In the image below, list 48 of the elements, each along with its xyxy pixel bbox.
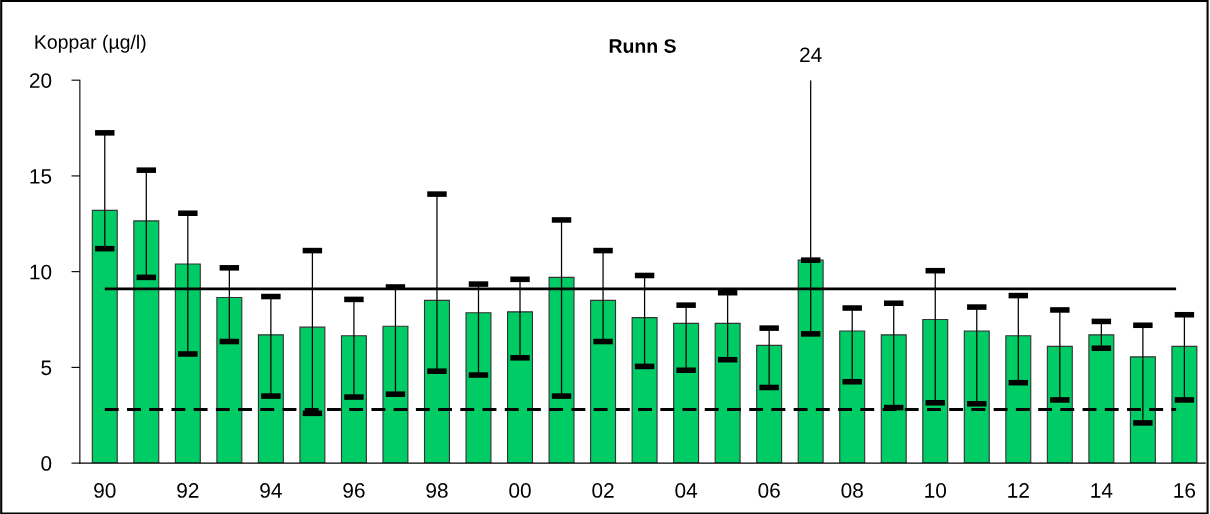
x-tick-label: 02 — [592, 483, 614, 498]
x-tick-label: 10 — [925, 483, 947, 498]
x-tick-label: 92 — [177, 483, 199, 498]
bar — [839, 330, 866, 464]
bar — [133, 220, 160, 464]
bar — [216, 296, 243, 464]
x-tick-label: 06 — [758, 483, 780, 498]
x-tick-label: 00 — [509, 483, 531, 498]
bar — [880, 334, 907, 464]
text: 24 — [800, 47, 822, 62]
x-tick-label: 16 — [1174, 483, 1196, 498]
x-tick-label: 96 — [343, 483, 365, 498]
bar — [631, 317, 658, 464]
bar — [756, 344, 783, 464]
bar — [382, 325, 409, 464]
x-tick-label: 94 — [260, 483, 282, 498]
bar — [797, 259, 824, 464]
bar — [590, 299, 617, 464]
x-tick-label: 12 — [1008, 483, 1029, 498]
y-tick-label: 20 — [29, 73, 52, 88]
bar — [507, 311, 534, 464]
bar — [91, 209, 118, 464]
bar — [1046, 345, 1073, 464]
x-tick-label: 90 — [94, 483, 116, 498]
bar — [340, 335, 367, 464]
bar — [963, 330, 990, 464]
bar — [423, 299, 450, 464]
y-tick-label: 0 — [41, 456, 52, 471]
bar — [1171, 345, 1198, 464]
x-tick-label: 14 — [1091, 483, 1113, 498]
y-axis-title: Koppar (µg/l) — [35, 34, 146, 53]
bar — [1088, 334, 1115, 464]
bar — [1005, 335, 1032, 464]
bar — [299, 326, 326, 464]
x-tick-label: 04 — [675, 483, 698, 498]
x-tick-label: 08 — [841, 483, 863, 498]
chart-title: Runn S — [609, 39, 676, 53]
bar — [174, 263, 201, 464]
y-tick-label: 10 — [30, 264, 52, 280]
y-tick-label: 15 — [30, 169, 52, 184]
bar — [257, 334, 284, 464]
bar — [922, 318, 949, 464]
bar — [465, 312, 492, 464]
bar — [548, 276, 575, 464]
bar — [673, 322, 700, 464]
bar — [714, 322, 741, 464]
x-tick-label: 98 — [426, 483, 448, 498]
y-tick-label: 5 — [41, 360, 52, 376]
